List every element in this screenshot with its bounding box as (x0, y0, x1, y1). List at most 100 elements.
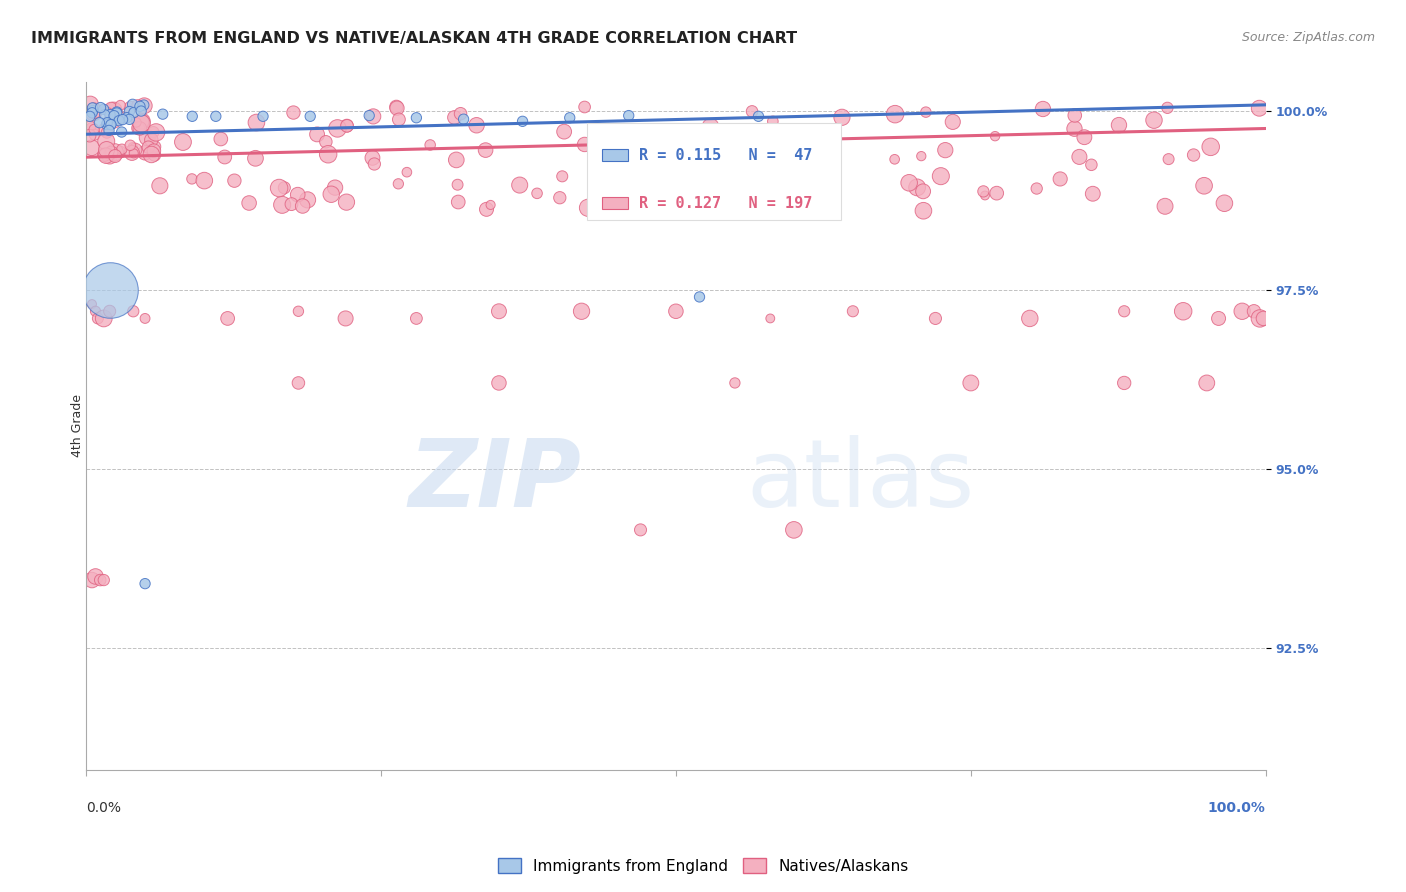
Point (741, 104, 763, 119)
Point (93, 311, 115, 326)
Point (94, 108, 117, 122)
Point (335, 195, 357, 210)
Point (299, 109, 322, 123)
Point (124, 143, 146, 157)
Point (98, 150, 121, 164)
Point (488, 376, 510, 390)
Point (419, 138, 441, 153)
Point (101, 112, 124, 127)
Point (558, 111, 581, 125)
Point (934, 143, 956, 157)
Point (103, 103, 125, 118)
Point (142, 125, 165, 139)
Point (217, 311, 239, 326)
Point (122, 105, 145, 120)
Point (100, 145, 122, 160)
Point (120, 101, 142, 115)
Point (323, 180, 346, 194)
Point (405, 111, 427, 125)
Point (1192, 178, 1215, 193)
Point (128, 121, 150, 136)
Point (512, 114, 534, 128)
Point (782, 177, 804, 191)
Text: R = 0.115   N =  47: R = 0.115 N = 47 (640, 147, 813, 162)
Point (111, 125, 134, 139)
Point (245, 115, 267, 129)
Point (974, 188, 997, 202)
Point (84, 569, 107, 583)
Point (972, 185, 994, 199)
Point (271, 198, 294, 212)
Point (405, 311, 427, 326)
Point (1108, 118, 1130, 132)
Point (766, 175, 789, 189)
Legend: Immigrants from England, Natives/Alaskans: Immigrants from England, Natives/Alaskan… (492, 852, 914, 880)
Point (82, 105, 104, 120)
Point (648, 182, 671, 196)
Point (1018, 311, 1040, 326)
Point (100, 118, 122, 132)
Point (83, 122, 105, 136)
Point (1157, 152, 1180, 166)
Point (942, 115, 965, 129)
Point (1154, 199, 1177, 213)
Point (765, 167, 787, 181)
Point (1049, 172, 1071, 186)
Point (94, 122, 117, 136)
Point (118, 112, 141, 127)
Text: IMMIGRANTS FROM ENGLAND VS NATIVE/ALASKAN 4TH GRADE CORRELATION CHART: IMMIGRANTS FROM ENGLAND VS NATIVE/ALASKA… (31, 31, 797, 46)
Point (576, 201, 599, 215)
Point (321, 187, 343, 202)
Point (831, 111, 853, 125)
FancyBboxPatch shape (588, 123, 841, 219)
Text: ZIP: ZIP (409, 435, 582, 527)
Point (122, 304, 145, 318)
Point (984, 129, 1007, 144)
Text: 0.0%: 0.0% (86, 800, 121, 814)
Text: 100.0%: 100.0% (1208, 800, 1265, 814)
Point (105, 104, 128, 119)
Point (326, 121, 349, 136)
Point (475, 202, 498, 217)
Point (127, 121, 149, 136)
Point (910, 149, 932, 163)
Point (104, 145, 127, 160)
Point (385, 100, 408, 114)
Point (474, 143, 496, 157)
Point (110, 98, 132, 112)
Point (287, 376, 309, 390)
Point (108, 113, 131, 128)
Point (1032, 102, 1054, 116)
Point (1199, 140, 1222, 154)
Point (111, 142, 134, 156)
Point (905, 180, 928, 194)
Point (104, 149, 127, 163)
Point (280, 197, 302, 211)
Point (1114, 376, 1136, 390)
Point (134, 145, 156, 160)
Point (363, 157, 385, 171)
Point (783, 523, 806, 537)
Point (395, 165, 418, 179)
Point (548, 191, 571, 205)
Point (98, 108, 121, 122)
Point (143, 139, 166, 153)
Point (689, 290, 711, 304)
Point (79, 128, 101, 143)
Point (912, 184, 935, 198)
Point (450, 106, 472, 120)
Point (87, 311, 110, 326)
Point (136, 130, 159, 145)
Point (108, 112, 131, 126)
Point (79, 97, 101, 112)
Point (145, 125, 167, 139)
Bar (602, 149, 627, 161)
Point (1080, 158, 1102, 172)
Point (138, 140, 160, 154)
Point (336, 119, 359, 133)
Point (84, 304, 107, 318)
Point (1208, 311, 1230, 326)
Point (131, 116, 153, 130)
Point (96, 143, 118, 157)
Point (245, 151, 267, 165)
